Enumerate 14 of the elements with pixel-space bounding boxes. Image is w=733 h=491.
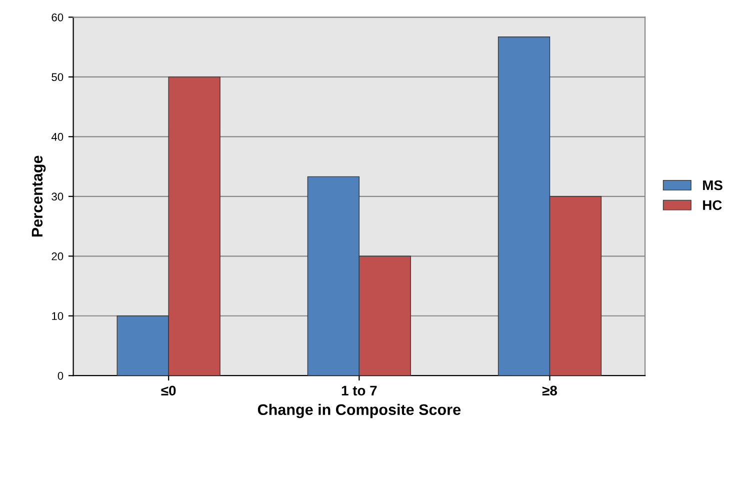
legend-label: MS [703,180,722,190]
y-axis-title: Percentage [32,156,46,237]
x-tick-label: ≥8 [542,386,557,396]
y-tick-label: 10 [52,312,64,320]
legend-label: HC [703,200,722,210]
y-tick-label: 60 [52,13,64,22]
y-tick-label: 30 [52,192,64,201]
y-tick-label: 50 [52,73,64,82]
x-axis-title: Change in Composite Score [258,404,461,418]
x-tick-label: 1 to 7 [342,386,377,396]
y-tick-label: 0 [58,372,64,380]
y-tick-label: 40 [51,132,64,141]
x-tick-label: ≤0 [161,386,176,396]
y-tick-label: 20 [52,252,64,260]
